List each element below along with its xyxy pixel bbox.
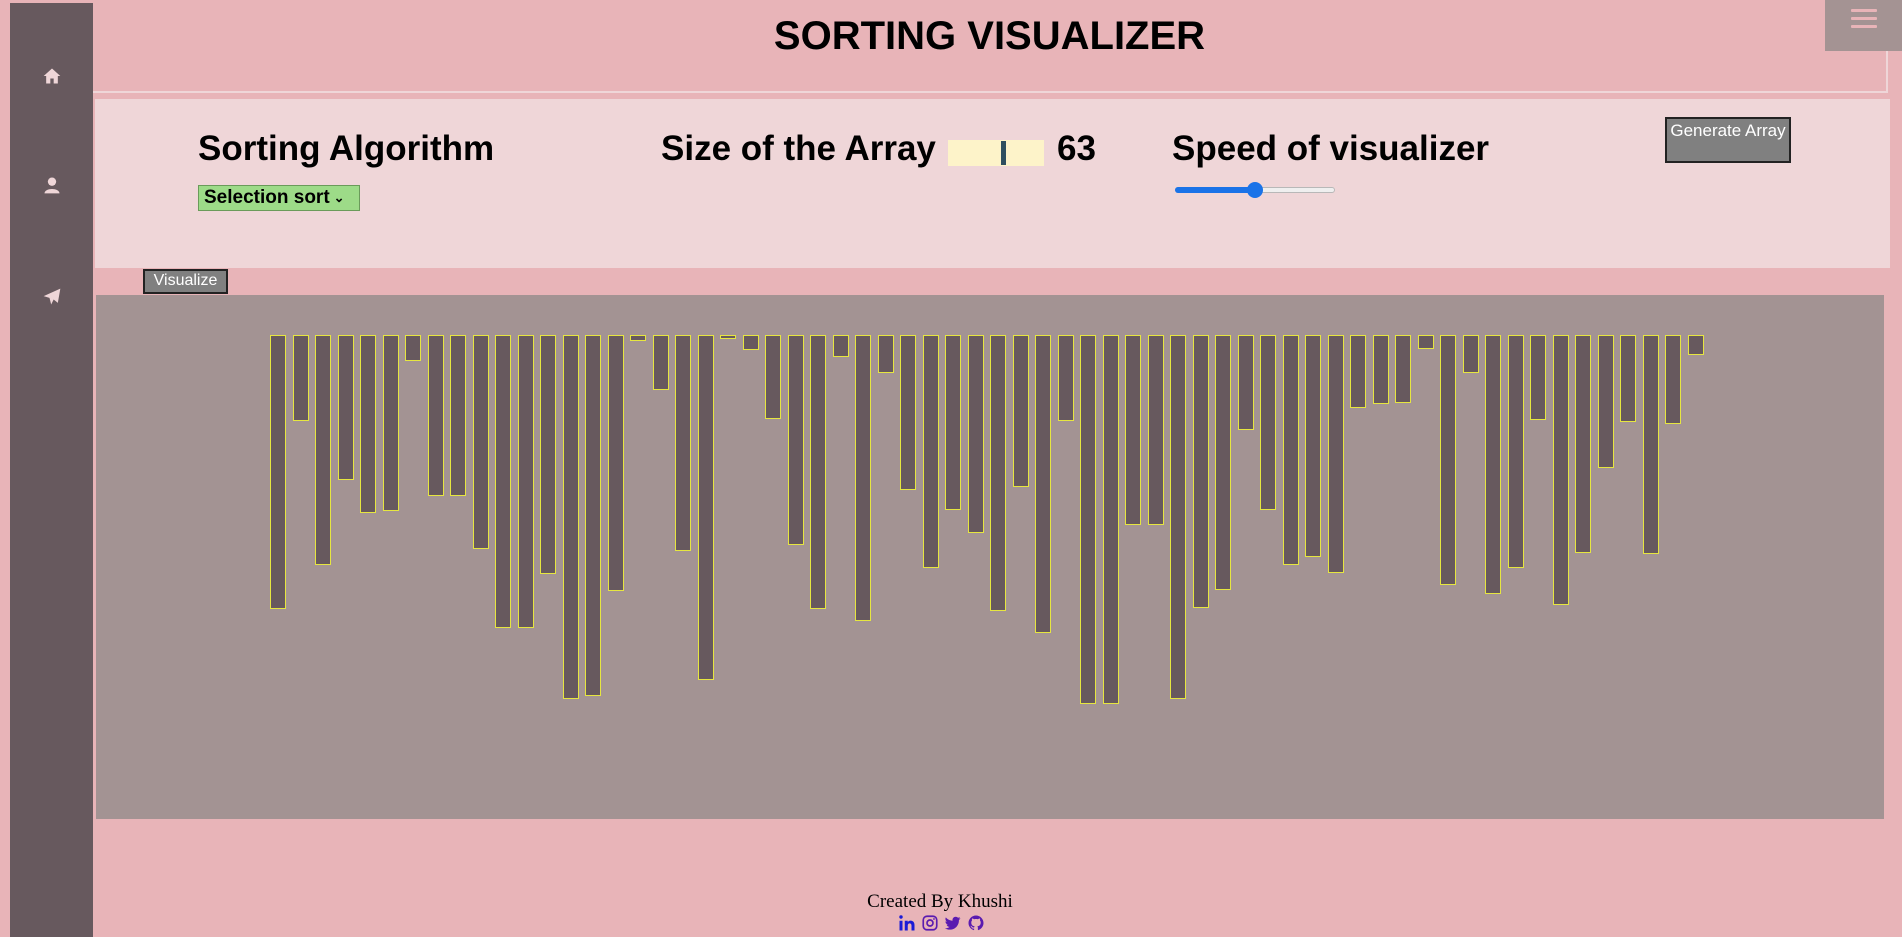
- array-bar: [1147, 335, 1164, 525]
- size-value: 63: [1057, 129, 1096, 168]
- array-bar: [517, 335, 534, 628]
- array-bar: [1620, 335, 1636, 422]
- array-bar: [292, 335, 309, 421]
- array-bar: [405, 335, 421, 361]
- menu-button[interactable]: [1825, 0, 1902, 51]
- speed-slider[interactable]: [1175, 182, 1337, 198]
- array-bar: [337, 335, 354, 480]
- array-bar: [765, 335, 781, 419]
- controls-panel: Sorting Algorithm Selection sort ⌄ Size …: [95, 99, 1890, 268]
- array-bar: [427, 335, 444, 496]
- footer-credit: Created By Khushi: [867, 891, 1013, 912]
- array-bar: [540, 335, 556, 574]
- size-slider[interactable]: [948, 140, 1044, 166]
- array-bar: [382, 335, 399, 511]
- array-bar: [877, 335, 894, 373]
- array-bar: [315, 335, 331, 565]
- array-bar: [585, 335, 601, 696]
- array-bar: [1170, 335, 1186, 699]
- hamburger-icon: [1850, 4, 1877, 33]
- array-bar: [270, 335, 286, 609]
- array-bar: [562, 335, 579, 699]
- header: SORTING VISUALIZER: [93, 0, 1888, 93]
- chevron-down-icon: ⌄: [333, 190, 345, 205]
- array-bar: [360, 335, 376, 513]
- array-bar: [652, 335, 669, 390]
- array-bar: [630, 335, 646, 341]
- array-bar: [1012, 335, 1029, 487]
- array-bar: [1687, 335, 1704, 355]
- array-bar: [1597, 335, 1614, 468]
- home-icon: [42, 66, 62, 91]
- array-bar: [1282, 335, 1299, 565]
- instagram-icon[interactable]: [920, 913, 940, 933]
- array-bar: [1395, 335, 1411, 403]
- paper-plane-icon: [42, 287, 62, 312]
- array-bar: [1507, 335, 1524, 568]
- algorithm-label: Sorting Algorithm: [198, 129, 495, 168]
- array-bar: [945, 335, 961, 510]
- array-bar: [742, 335, 759, 350]
- size-label: Size of the Array: [661, 129, 936, 168]
- array-bar: [1440, 335, 1456, 585]
- speed-slider-thumb[interactable]: [1247, 182, 1263, 198]
- array-bar: [607, 335, 624, 591]
- array-bar: [855, 335, 871, 621]
- array-bar: [900, 335, 916, 490]
- sidebar-item-home[interactable]: [10, 63, 93, 93]
- array-bar: [1417, 335, 1434, 349]
- github-icon[interactable]: [966, 913, 986, 933]
- array-bar: [697, 335, 714, 680]
- array-bar: [720, 335, 736, 339]
- visualize-button[interactable]: Visualize: [143, 269, 228, 294]
- page-title: SORTING VISUALIZER: [773, 14, 1206, 58]
- array-bar: [967, 335, 984, 533]
- array-bar: [832, 335, 849, 357]
- array-bar: [1350, 335, 1366, 408]
- array-bar: [495, 335, 511, 628]
- array-bar: [1575, 335, 1591, 553]
- array-bar: [922, 335, 939, 568]
- array-bar: [1125, 335, 1141, 525]
- generate-array-button[interactable]: Generate Array: [1665, 117, 1791, 163]
- array-bar: [990, 335, 1006, 611]
- size-slider-thumb[interactable]: [1001, 141, 1006, 165]
- array-bar: [1462, 335, 1479, 373]
- array-bar: [1327, 335, 1344, 573]
- array-bar: [675, 335, 691, 551]
- array-bar: [1260, 335, 1276, 510]
- social-links: [897, 913, 986, 933]
- sidebar: [10, 3, 93, 937]
- array-bar: [1485, 335, 1501, 594]
- algorithm-select[interactable]: Selection sort ⌄: [198, 185, 360, 211]
- sidebar-item-user[interactable]: [10, 172, 93, 202]
- array-bar: [1237, 335, 1254, 430]
- speed-slider-fill: [1175, 187, 1255, 193]
- twitter-icon[interactable]: [943, 913, 963, 933]
- visualizer-area: [96, 295, 1884, 819]
- array-bar: [1552, 335, 1569, 605]
- array-bar: [1665, 335, 1681, 424]
- algorithm-selected: Selection sort: [204, 187, 330, 208]
- speed-label: Speed of visualizer: [1172, 129, 1490, 168]
- array-bar: [1372, 335, 1389, 404]
- array-bar: [1057, 335, 1074, 421]
- array-bar: [810, 335, 826, 609]
- sidebar-item-contact[interactable]: [10, 284, 93, 314]
- user-icon: [42, 175, 62, 200]
- array-bar: [472, 335, 489, 549]
- linkedin-icon[interactable]: [897, 913, 917, 933]
- array-bar: [450, 335, 466, 496]
- array-bar: [1215, 335, 1231, 590]
- array-bar: [1305, 335, 1321, 557]
- array-bar: [787, 335, 804, 545]
- array-bar: [1035, 335, 1051, 633]
- array-bar: [1530, 335, 1546, 420]
- array-bar: [1192, 335, 1209, 608]
- array-bar: [1080, 335, 1096, 704]
- array-bar: [1102, 335, 1119, 704]
- array-bar: [1642, 335, 1659, 554]
